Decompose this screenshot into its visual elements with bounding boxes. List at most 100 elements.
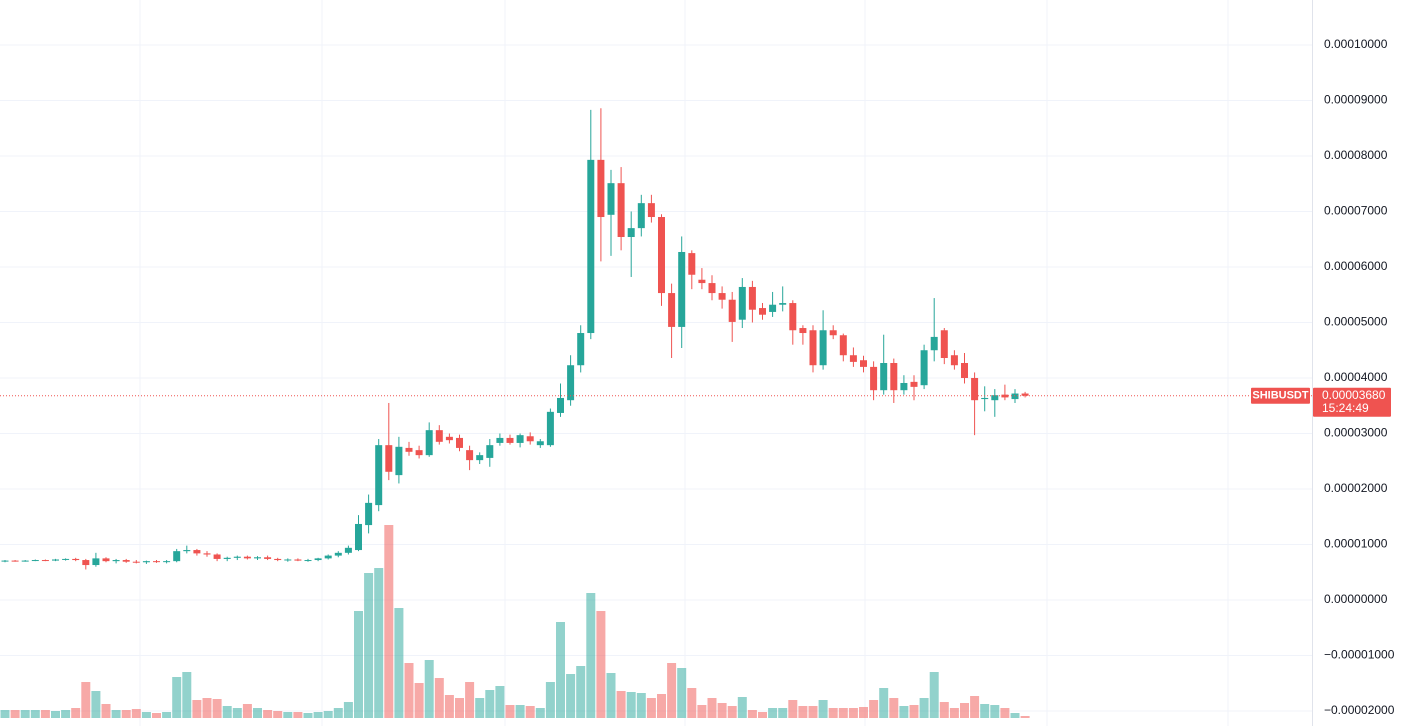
volume-bar	[162, 712, 172, 718]
candle-body	[698, 279, 706, 284]
candle-body	[506, 437, 514, 443]
candle-body	[779, 303, 787, 305]
volume-bar	[576, 666, 586, 718]
candle-body	[254, 557, 261, 559]
volume-bar	[121, 710, 131, 718]
volume-bar	[354, 611, 363, 718]
volume-bar	[232, 708, 242, 718]
volume-bar	[949, 708, 959, 718]
candle-body	[607, 183, 615, 215]
volume-bar	[20, 710, 30, 718]
volume-bar	[444, 695, 454, 718]
price-tag	[1313, 387, 1391, 417]
volume-bar	[1010, 713, 1020, 718]
candle-body	[52, 559, 59, 561]
volume-bar	[374, 568, 384, 718]
volume-bar	[929, 672, 939, 718]
candle-body	[132, 561, 140, 563]
candle-body	[213, 554, 221, 559]
y-tick-label: −0.00001000	[1324, 648, 1395, 662]
candle-body	[385, 445, 393, 472]
candle-body	[112, 560, 120, 562]
candle-body	[456, 437, 463, 448]
candle-body	[395, 446, 403, 476]
volume-bar	[71, 708, 81, 718]
candle-body	[617, 183, 625, 238]
volume-bar	[970, 696, 980, 718]
candle-body	[920, 350, 928, 386]
volume-bar	[566, 674, 576, 718]
volume-bar	[182, 672, 192, 718]
volume-bar	[768, 708, 778, 718]
candle-body	[425, 430, 433, 456]
candle-body	[274, 558, 282, 561]
candle-body	[294, 559, 302, 561]
candle-body	[597, 159, 605, 218]
volume-bar	[313, 712, 323, 718]
candle-body	[466, 450, 474, 461]
volume-bar	[475, 698, 485, 718]
candle-body	[243, 556, 251, 559]
candle-body	[476, 455, 484, 461]
candle-body	[738, 286, 746, 320]
volume-bar	[273, 711, 283, 718]
candle-body	[870, 366, 878, 391]
candle-body	[849, 355, 857, 362]
y-tick-label: 0.00005000	[1324, 315, 1388, 329]
candle-body	[637, 203, 645, 229]
volume-bar	[869, 700, 879, 718]
volume-bar	[424, 660, 434, 718]
candle-body	[365, 502, 373, 526]
y-tick-label: 0.00003000	[1324, 426, 1388, 440]
candle-body	[910, 381, 918, 387]
candle-body	[41, 560, 49, 562]
candle-body	[264, 557, 272, 559]
volume-bar	[919, 698, 929, 718]
candle-body	[142, 561, 150, 563]
candle-body	[314, 558, 322, 561]
volume-bar	[616, 691, 626, 718]
horizontal-grid	[0, 44, 1312, 712]
volume-bar	[848, 708, 858, 718]
candle-body	[950, 355, 958, 366]
volume-bar	[303, 713, 313, 718]
candle-body	[890, 363, 898, 391]
y-tick-label: 0.00008000	[1324, 148, 1388, 162]
volume-bar	[889, 698, 899, 718]
candle-body	[546, 411, 554, 446]
candle-body	[516, 435, 524, 443]
y-tick-label: −0.00002000	[1324, 703, 1395, 717]
candle-body	[1001, 394, 1009, 398]
volume-bar	[91, 691, 101, 718]
volume-bar	[515, 705, 525, 718]
y-tick-label: 0.00007000	[1324, 204, 1388, 218]
candle-body	[92, 558, 100, 566]
volume-bar	[596, 611, 606, 718]
volume-bar	[636, 693, 646, 718]
candle-body	[991, 395, 999, 401]
candle-body	[819, 330, 827, 366]
volume-bar	[788, 700, 798, 718]
volume-bar	[434, 678, 444, 718]
candle-body	[809, 330, 817, 366]
volume-bar	[960, 703, 969, 718]
volume-bar	[505, 705, 515, 718]
volume-bar	[40, 710, 50, 718]
candle-body	[486, 445, 494, 458]
candle-body	[577, 333, 585, 366]
candle-body	[203, 553, 211, 555]
candles	[1, 108, 1029, 570]
volume-bar	[980, 704, 990, 718]
volume-bar	[717, 703, 727, 718]
candle-body	[526, 436, 534, 442]
volume-bar	[485, 690, 495, 718]
price-axis-labels: 0.00010000 0.00009000 0.00008000 0.00007000…	[1324, 37, 1395, 717]
volume-bar	[990, 705, 1000, 718]
volume-bar	[657, 694, 666, 718]
volume-bar	[737, 697, 747, 718]
volume-bar	[212, 699, 222, 718]
candle-body	[183, 550, 191, 552]
candle-body	[536, 441, 544, 446]
